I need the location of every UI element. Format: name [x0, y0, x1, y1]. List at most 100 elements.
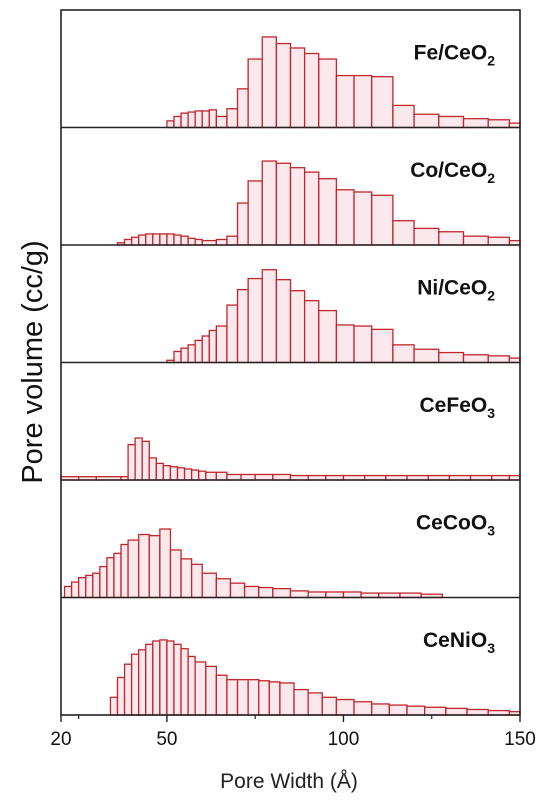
panel-cefeo3: CeFeO3: [60, 394, 521, 481]
bar: [226, 473, 242, 481]
bar: [70, 581, 80, 599]
bar: [194, 110, 203, 129]
x-tick-label: 50: [156, 729, 177, 750]
bar: [205, 665, 217, 716]
bar: [438, 351, 465, 364]
bar: [318, 178, 338, 246]
bar: [293, 688, 309, 716]
bar: [487, 119, 511, 129]
bar: [303, 52, 320, 129]
bar: [289, 290, 306, 364]
bar: [187, 344, 196, 364]
bar: [226, 679, 239, 716]
bar: [138, 649, 147, 716]
bar: [247, 277, 263, 364]
bar: [445, 707, 468, 716]
bar: [215, 115, 228, 129]
bar: [173, 643, 182, 716]
bar: [275, 162, 292, 246]
bar: [201, 335, 210, 364]
bar: [180, 235, 189, 246]
bar: [268, 681, 281, 716]
bar: [236, 288, 249, 364]
bar: [113, 552, 122, 599]
bar: [215, 578, 232, 599]
bar: [438, 115, 465, 129]
bar: [466, 708, 489, 716]
bar: [123, 238, 133, 246]
bar: [187, 655, 196, 716]
bar: [116, 676, 126, 716]
bar: [289, 590, 309, 599]
sample-label: CeNiO3: [423, 629, 495, 656]
bar: [159, 639, 168, 716]
bar: [166, 233, 175, 246]
bar: [243, 585, 260, 599]
bar: [194, 339, 203, 364]
panel-cecoo3: CeCoO3: [63, 511, 495, 599]
bar: [289, 47, 306, 129]
panel-fe-ceo2: Fe/CeO2: [166, 36, 521, 129]
plot-frame: [60, 9, 521, 716]
bar: [162, 464, 172, 481]
bar: [198, 470, 207, 481]
bar: [353, 325, 373, 364]
bar: [424, 706, 447, 716]
bar: [130, 653, 140, 716]
bar: [487, 355, 511, 364]
bar: [148, 535, 161, 599]
panel-co-ceo2: Co/CeO2: [116, 159, 521, 246]
bar: [275, 279, 292, 364]
bar: [166, 640, 175, 716]
sample-label-text: Co/CeO: [410, 159, 487, 182]
sample-label-subscript: 2: [487, 52, 495, 68]
bar: [229, 582, 246, 599]
y-axis-title: Pore volume (cc/g): [17, 240, 49, 483]
bar: [134, 437, 143, 481]
bar: [194, 661, 207, 716]
bar: [120, 543, 129, 599]
bar: [462, 118, 489, 129]
bar: [187, 111, 196, 129]
x-tick-label: 100: [328, 729, 360, 750]
bar: [92, 572, 101, 599]
bar: [194, 238, 203, 246]
bar: [109, 696, 119, 716]
sample-label-text: Fe/CeO: [414, 41, 488, 64]
sample-label-subscript: 3: [487, 640, 495, 656]
bar: [371, 76, 394, 129]
bar: [307, 591, 327, 599]
bar: [141, 440, 150, 481]
bar: [190, 563, 203, 599]
bar: [99, 565, 108, 599]
sample-label: Co/CeO2: [410, 159, 495, 186]
bar: [208, 329, 217, 364]
bar: [127, 444, 136, 481]
bar: [173, 115, 182, 129]
bar: [236, 202, 249, 246]
bar: [371, 194, 394, 246]
bar: [353, 191, 373, 246]
bar: [438, 231, 465, 246]
bar: [236, 679, 249, 716]
bar: [180, 648, 189, 716]
bar: [371, 703, 391, 716]
bar: [145, 643, 154, 716]
sample-label-text: CeCoO: [416, 511, 487, 534]
sample-label-subscript: 2: [487, 170, 495, 186]
bar: [169, 549, 182, 599]
bar: [275, 42, 292, 129]
bar: [152, 233, 161, 246]
bar: [63, 585, 73, 599]
x-axis: 20 50 100 150: [50, 715, 536, 750]
bar: [215, 471, 228, 481]
bar: [215, 238, 228, 246]
bar: [335, 698, 355, 716]
bar: [145, 233, 154, 246]
bar: [289, 167, 306, 246]
bar: [169, 466, 179, 481]
bar: [335, 74, 355, 129]
bar: [173, 234, 182, 246]
bar: [303, 299, 320, 364]
